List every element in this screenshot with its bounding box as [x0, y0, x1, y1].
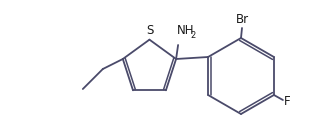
Text: NH: NH — [177, 24, 195, 37]
Text: F: F — [284, 95, 290, 107]
Text: Br: Br — [235, 13, 249, 26]
Text: S: S — [146, 24, 153, 37]
Text: 2: 2 — [190, 31, 195, 40]
